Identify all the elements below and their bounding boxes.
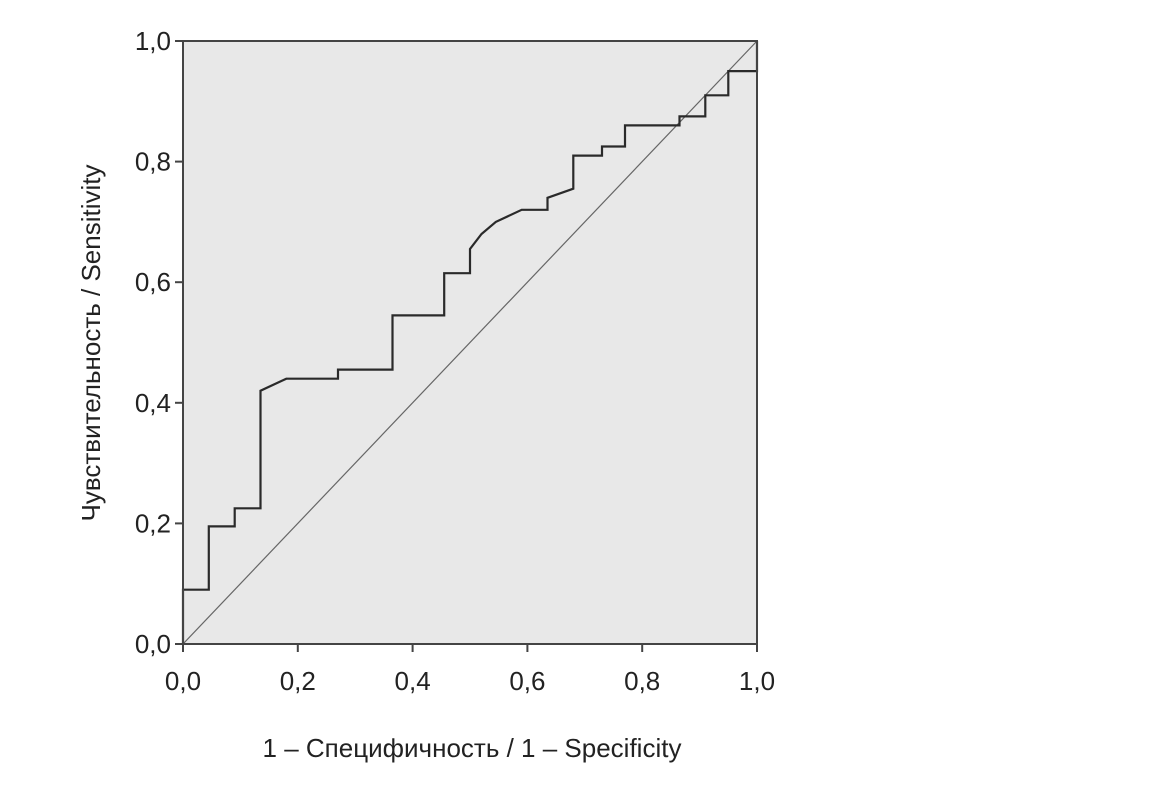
y-tick-label: 0,6	[135, 267, 171, 297]
x-tick-label: 0,2	[280, 666, 316, 696]
plot-frame	[182, 40, 758, 645]
y-tick-label: 0,2	[135, 508, 171, 538]
x-axis-ticks: 0,0 0,2 0,4 0,6 0,8 1,0	[165, 644, 775, 696]
x-tick-label: 0,6	[509, 666, 545, 696]
y-tick-label: 1,0	[135, 26, 171, 56]
x-tick-label: 0,8	[624, 666, 660, 696]
y-tick-label: 0,8	[135, 147, 171, 177]
reference-line	[182, 40, 758, 645]
x-tick-label: 0,4	[395, 666, 431, 696]
y-tick-label: 0,0	[135, 629, 171, 659]
x-tick-label: 0,0	[165, 666, 201, 696]
y-axis-title: Чувствительность / Sensitivity	[76, 164, 106, 521]
x-tick-label: 1,0	[739, 666, 775, 696]
roc-curve	[181, 41, 759, 644]
y-tick-label: 0,4	[135, 388, 171, 418]
x-axis-title: 1 – Специфичность / 1 – Specificity	[263, 733, 682, 763]
y-axis-ticks: 0,0 0,2 0,4 0,6 0,8 1,0	[135, 26, 183, 659]
